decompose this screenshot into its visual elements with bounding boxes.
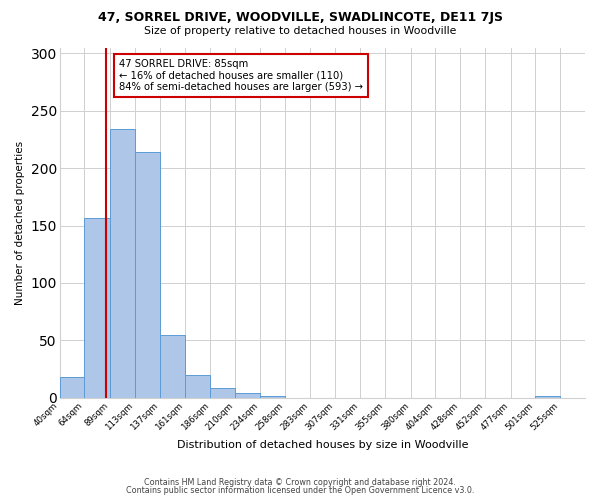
- Bar: [211, 388, 235, 398]
- Text: Size of property relative to detached houses in Woodville: Size of property relative to detached ho…: [144, 26, 456, 36]
- Bar: [160, 334, 185, 398]
- Bar: [185, 375, 211, 398]
- X-axis label: Distribution of detached houses by size in Woodville: Distribution of detached houses by size …: [176, 440, 468, 450]
- Bar: [85, 218, 110, 398]
- Bar: [60, 377, 85, 398]
- Bar: [260, 396, 284, 398]
- Bar: [235, 394, 260, 398]
- Text: 47 SORREL DRIVE: 85sqm
← 16% of detached houses are smaller (110)
84% of semi-de: 47 SORREL DRIVE: 85sqm ← 16% of detached…: [119, 59, 362, 92]
- Y-axis label: Number of detached properties: Number of detached properties: [15, 140, 25, 304]
- Text: 47, SORREL DRIVE, WOODVILLE, SWADLINCOTE, DE11 7JS: 47, SORREL DRIVE, WOODVILLE, SWADLINCOTE…: [97, 11, 503, 24]
- Bar: [110, 129, 135, 398]
- Text: Contains HM Land Registry data © Crown copyright and database right 2024.: Contains HM Land Registry data © Crown c…: [144, 478, 456, 487]
- Bar: [135, 152, 160, 398]
- Text: Contains public sector information licensed under the Open Government Licence v3: Contains public sector information licen…: [126, 486, 474, 495]
- Bar: [535, 396, 560, 398]
